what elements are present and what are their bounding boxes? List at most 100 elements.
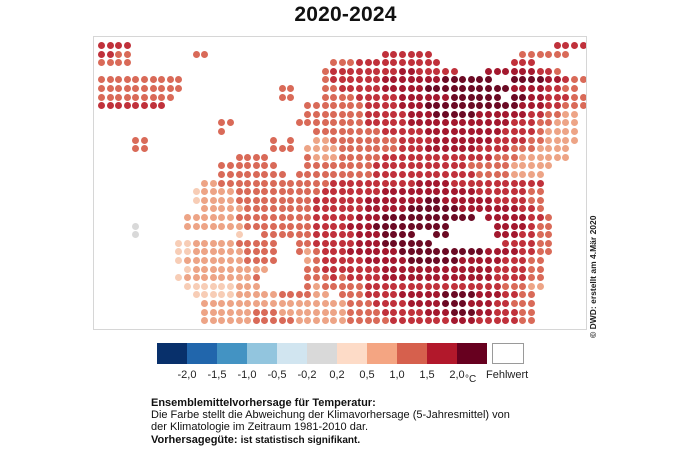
grid-point [373, 308, 381, 316]
grid-point [304, 196, 312, 204]
grid-point [416, 239, 424, 247]
grid-point [390, 128, 398, 135]
grid-point [227, 265, 234, 273]
grid-point [244, 222, 252, 230]
grid-point [261, 179, 269, 187]
grid-point [381, 300, 389, 307]
grid-point [467, 300, 475, 307]
grid-point [545, 162, 553, 170]
grid-point [553, 76, 561, 84]
grid-point [201, 205, 209, 213]
grid-point [261, 171, 269, 178]
grid-point [330, 128, 338, 135]
grid-point [459, 119, 467, 127]
grid-point [467, 248, 475, 256]
grid-point [321, 67, 329, 75]
grid-point [141, 145, 148, 153]
grid-point [528, 282, 535, 290]
grid-point [356, 102, 363, 110]
grid-point [493, 145, 501, 153]
grid-point [227, 171, 234, 178]
grid-point [227, 317, 234, 325]
grid-point [416, 214, 424, 221]
grid-point [485, 265, 492, 273]
grid-point [244, 265, 252, 273]
grid-point [502, 214, 510, 221]
grid-point [528, 179, 535, 187]
grid-point [364, 231, 372, 239]
grid-point [149, 76, 157, 84]
grid-point [261, 231, 269, 239]
grid-point [252, 265, 260, 273]
grid-point [467, 76, 475, 84]
grid-point [209, 308, 217, 316]
grid-point [356, 196, 363, 204]
grid-point [321, 282, 329, 290]
grid-point [424, 222, 432, 230]
grid-point [519, 59, 527, 67]
unit-label: °C [465, 374, 477, 385]
grid-point [270, 231, 277, 239]
grid-point [528, 76, 535, 84]
grid-point [493, 291, 501, 299]
grid-point [528, 196, 535, 204]
grid-point [364, 136, 372, 144]
grid-point [347, 179, 355, 187]
grid-point [381, 179, 389, 187]
grid-point [209, 317, 217, 325]
grid-point [416, 59, 424, 67]
grid-point [399, 110, 406, 118]
grid-point [485, 145, 492, 153]
grid-point [192, 265, 200, 273]
grid-point [261, 214, 269, 221]
grid-point [235, 291, 243, 299]
grid-point [304, 205, 312, 213]
grid-point [123, 76, 131, 84]
grid-point [519, 162, 527, 170]
grid-point [218, 282, 226, 290]
grid-point [338, 308, 346, 316]
grid-point [149, 93, 157, 101]
quality-value: ist statistisch signifikant. [240, 435, 361, 446]
colorbar-tick: 0,5 [359, 369, 375, 381]
grid-point [364, 317, 372, 325]
grid-point [528, 153, 535, 161]
grid-point [519, 188, 527, 196]
grid-point [201, 257, 209, 264]
grid-point [442, 205, 449, 213]
grid-point [390, 59, 398, 67]
grid-point [270, 239, 277, 247]
grid-point [399, 214, 406, 221]
grid-point [364, 222, 372, 230]
grid-point [390, 308, 398, 316]
grid-point [261, 257, 269, 264]
grid-point [579, 76, 586, 84]
grid-point [562, 102, 570, 110]
grid-point [459, 153, 467, 161]
grid-point [364, 119, 372, 127]
grid-point [390, 171, 398, 178]
grid-point [399, 222, 406, 230]
grid-point [502, 102, 510, 110]
colorbar-legend [157, 343, 487, 364]
grid-point [304, 274, 312, 282]
grid-point [347, 145, 355, 153]
grid-point [235, 171, 243, 178]
grid-point [278, 308, 286, 316]
grid-point [510, 214, 518, 221]
grid-point [209, 196, 217, 204]
grid-point [373, 188, 381, 196]
grid-point [132, 222, 140, 230]
grid-point [536, 239, 544, 247]
grid-point [373, 274, 381, 282]
grid-point [502, 317, 510, 325]
grid-point [356, 231, 363, 239]
grid-point [528, 257, 535, 264]
grid-point [184, 248, 191, 256]
grid-point [502, 67, 510, 75]
grid-point [502, 300, 510, 307]
grid-point [450, 76, 458, 84]
grid-point [313, 188, 320, 196]
grid-point [106, 76, 114, 84]
grid-point [510, 136, 518, 144]
